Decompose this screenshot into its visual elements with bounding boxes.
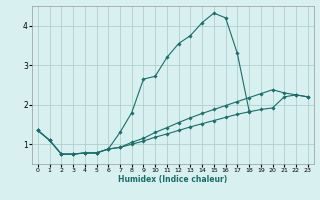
- X-axis label: Humidex (Indice chaleur): Humidex (Indice chaleur): [118, 175, 228, 184]
